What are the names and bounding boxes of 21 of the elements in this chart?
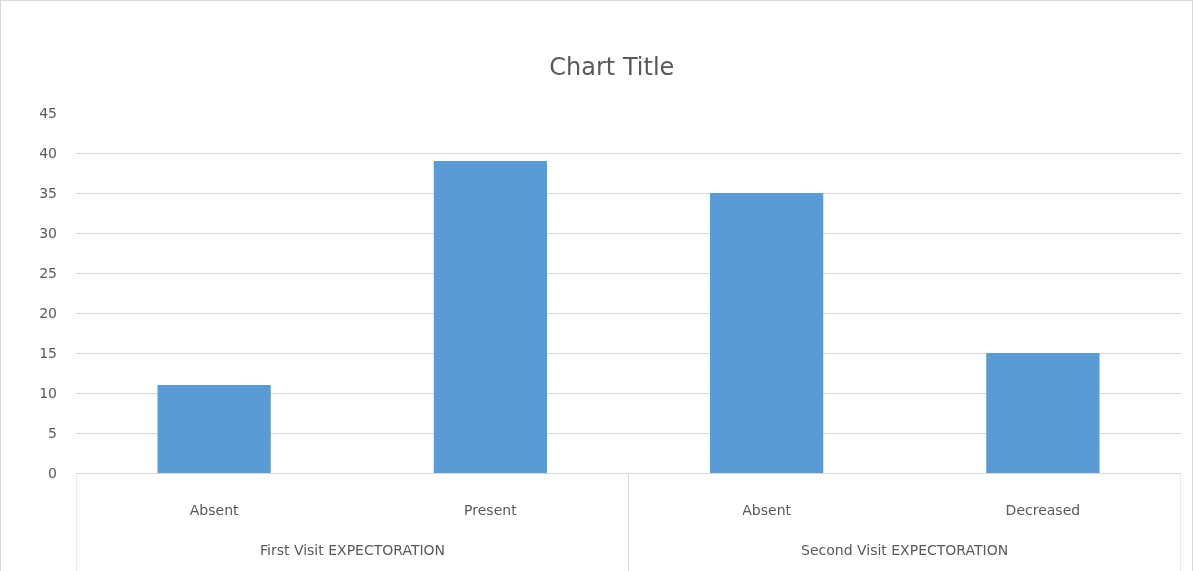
bar (709, 193, 824, 473)
text: Second Visit EXPECTORATION (801, 542, 1009, 558)
bar (986, 353, 1100, 473)
x-tick-label: Present (464, 501, 518, 518)
x-tick-label: Absent (189, 501, 240, 518)
y-tick-label: 15 (39, 344, 57, 361)
y-tick-label: 45 (39, 104, 57, 121)
y-tick-label: 20 (39, 304, 57, 321)
y-tick-label: 35 (39, 184, 57, 201)
x-tick-label: Absent (742, 501, 792, 518)
bar (433, 161, 548, 473)
chart-title: Chart Title (549, 53, 675, 82)
text: First Visit EXPECTORATION (260, 542, 446, 558)
y-tick-label: 10 (39, 384, 57, 401)
y-tick-label: 5 (48, 424, 57, 441)
y-tick-label: 40 (39, 144, 57, 161)
y-tick-label: 25 (39, 264, 57, 281)
bar (157, 385, 271, 473)
y-tick-label: 30 (39, 224, 57, 241)
y-tick-label: 0 (48, 464, 57, 481)
x-tick-label: Decreased (1005, 501, 1081, 518)
